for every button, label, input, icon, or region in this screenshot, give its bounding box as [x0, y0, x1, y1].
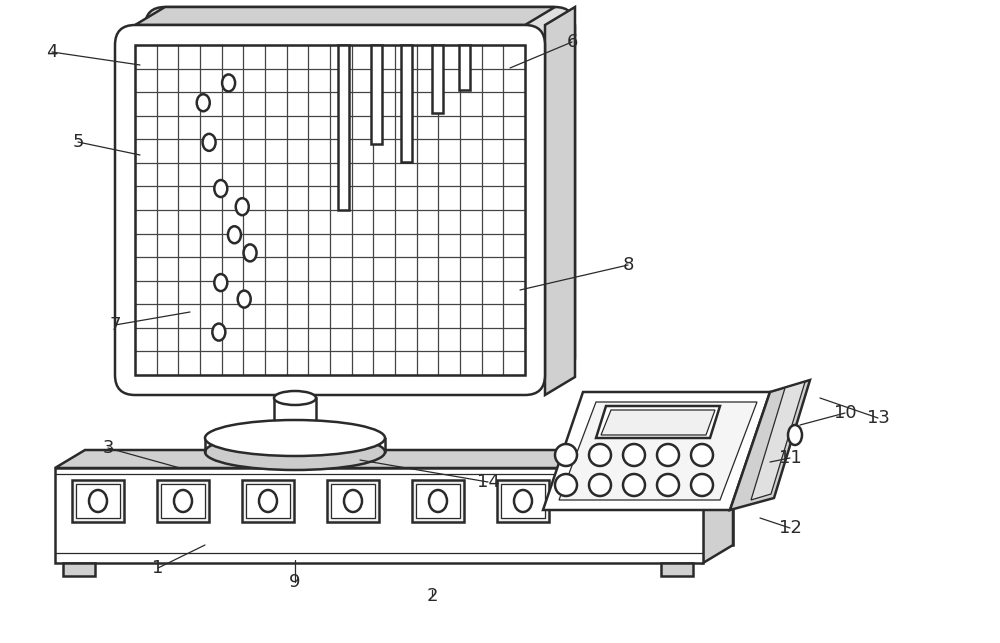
Polygon shape [751, 382, 805, 500]
Ellipse shape [174, 490, 192, 512]
Ellipse shape [228, 226, 241, 243]
Ellipse shape [657, 474, 679, 496]
FancyBboxPatch shape [145, 7, 575, 377]
Polygon shape [135, 7, 555, 25]
Ellipse shape [222, 75, 235, 91]
Polygon shape [55, 450, 733, 468]
Bar [135, 45, 525, 375]
Polygon shape [596, 406, 720, 438]
Polygon shape [601, 410, 715, 435]
Ellipse shape [259, 490, 277, 512]
Polygon shape [703, 450, 733, 563]
Text: 10: 10 [834, 404, 856, 422]
Ellipse shape [89, 490, 107, 512]
Polygon shape [730, 380, 810, 510]
Ellipse shape [691, 444, 713, 466]
Ellipse shape [788, 425, 802, 445]
Bar [331, 484, 375, 518]
Ellipse shape [555, 444, 577, 466]
Ellipse shape [212, 323, 225, 341]
Ellipse shape [214, 180, 227, 197]
Bar [76, 484, 120, 518]
FancyBboxPatch shape [115, 25, 545, 395]
Ellipse shape [274, 391, 316, 405]
Ellipse shape [589, 444, 611, 466]
Bar [85, 450, 733, 545]
Text: 6: 6 [566, 33, 578, 51]
Polygon shape [543, 392, 770, 510]
Text: 11: 11 [779, 449, 801, 467]
Bar [401, 45, 412, 162]
Bar [497, 480, 549, 522]
Bar [274, 398, 316, 433]
Ellipse shape [238, 291, 251, 307]
Ellipse shape [623, 444, 645, 466]
Polygon shape [545, 7, 575, 395]
Bar [246, 484, 290, 518]
Bar [63, 563, 95, 576]
Ellipse shape [691, 474, 713, 496]
Ellipse shape [555, 474, 577, 496]
Text: 12: 12 [779, 519, 801, 537]
Ellipse shape [344, 490, 362, 512]
Ellipse shape [203, 134, 216, 151]
Text: 4: 4 [46, 43, 58, 61]
Ellipse shape [589, 474, 611, 496]
Ellipse shape [214, 274, 227, 291]
Bar [459, 45, 470, 89]
Text: 3: 3 [102, 439, 114, 457]
Bar [412, 480, 464, 522]
Bar [338, 45, 349, 210]
Ellipse shape [514, 490, 532, 512]
Polygon shape [559, 402, 757, 500]
Text: 2: 2 [426, 587, 438, 605]
Bar [371, 45, 382, 144]
Ellipse shape [429, 490, 447, 512]
Bar [432, 45, 443, 113]
Bar [72, 480, 124, 522]
Bar [55, 468, 703, 563]
Ellipse shape [205, 434, 385, 470]
Text: 8: 8 [622, 256, 634, 274]
Text: 14: 14 [477, 473, 499, 491]
Text: 7: 7 [109, 316, 121, 334]
Bar [501, 484, 545, 518]
Bar [242, 480, 294, 522]
Ellipse shape [623, 474, 645, 496]
Bar [661, 563, 693, 576]
Bar [327, 480, 379, 522]
Text: 9: 9 [289, 573, 301, 591]
Ellipse shape [197, 95, 210, 111]
Bar [157, 480, 209, 522]
Ellipse shape [205, 420, 385, 456]
Text: 5: 5 [72, 133, 84, 151]
Ellipse shape [244, 244, 257, 262]
Text: 13: 13 [867, 409, 889, 427]
Bar [161, 484, 205, 518]
Text: 1: 1 [152, 559, 164, 577]
Bar [416, 484, 460, 518]
Ellipse shape [236, 198, 249, 215]
Ellipse shape [657, 444, 679, 466]
